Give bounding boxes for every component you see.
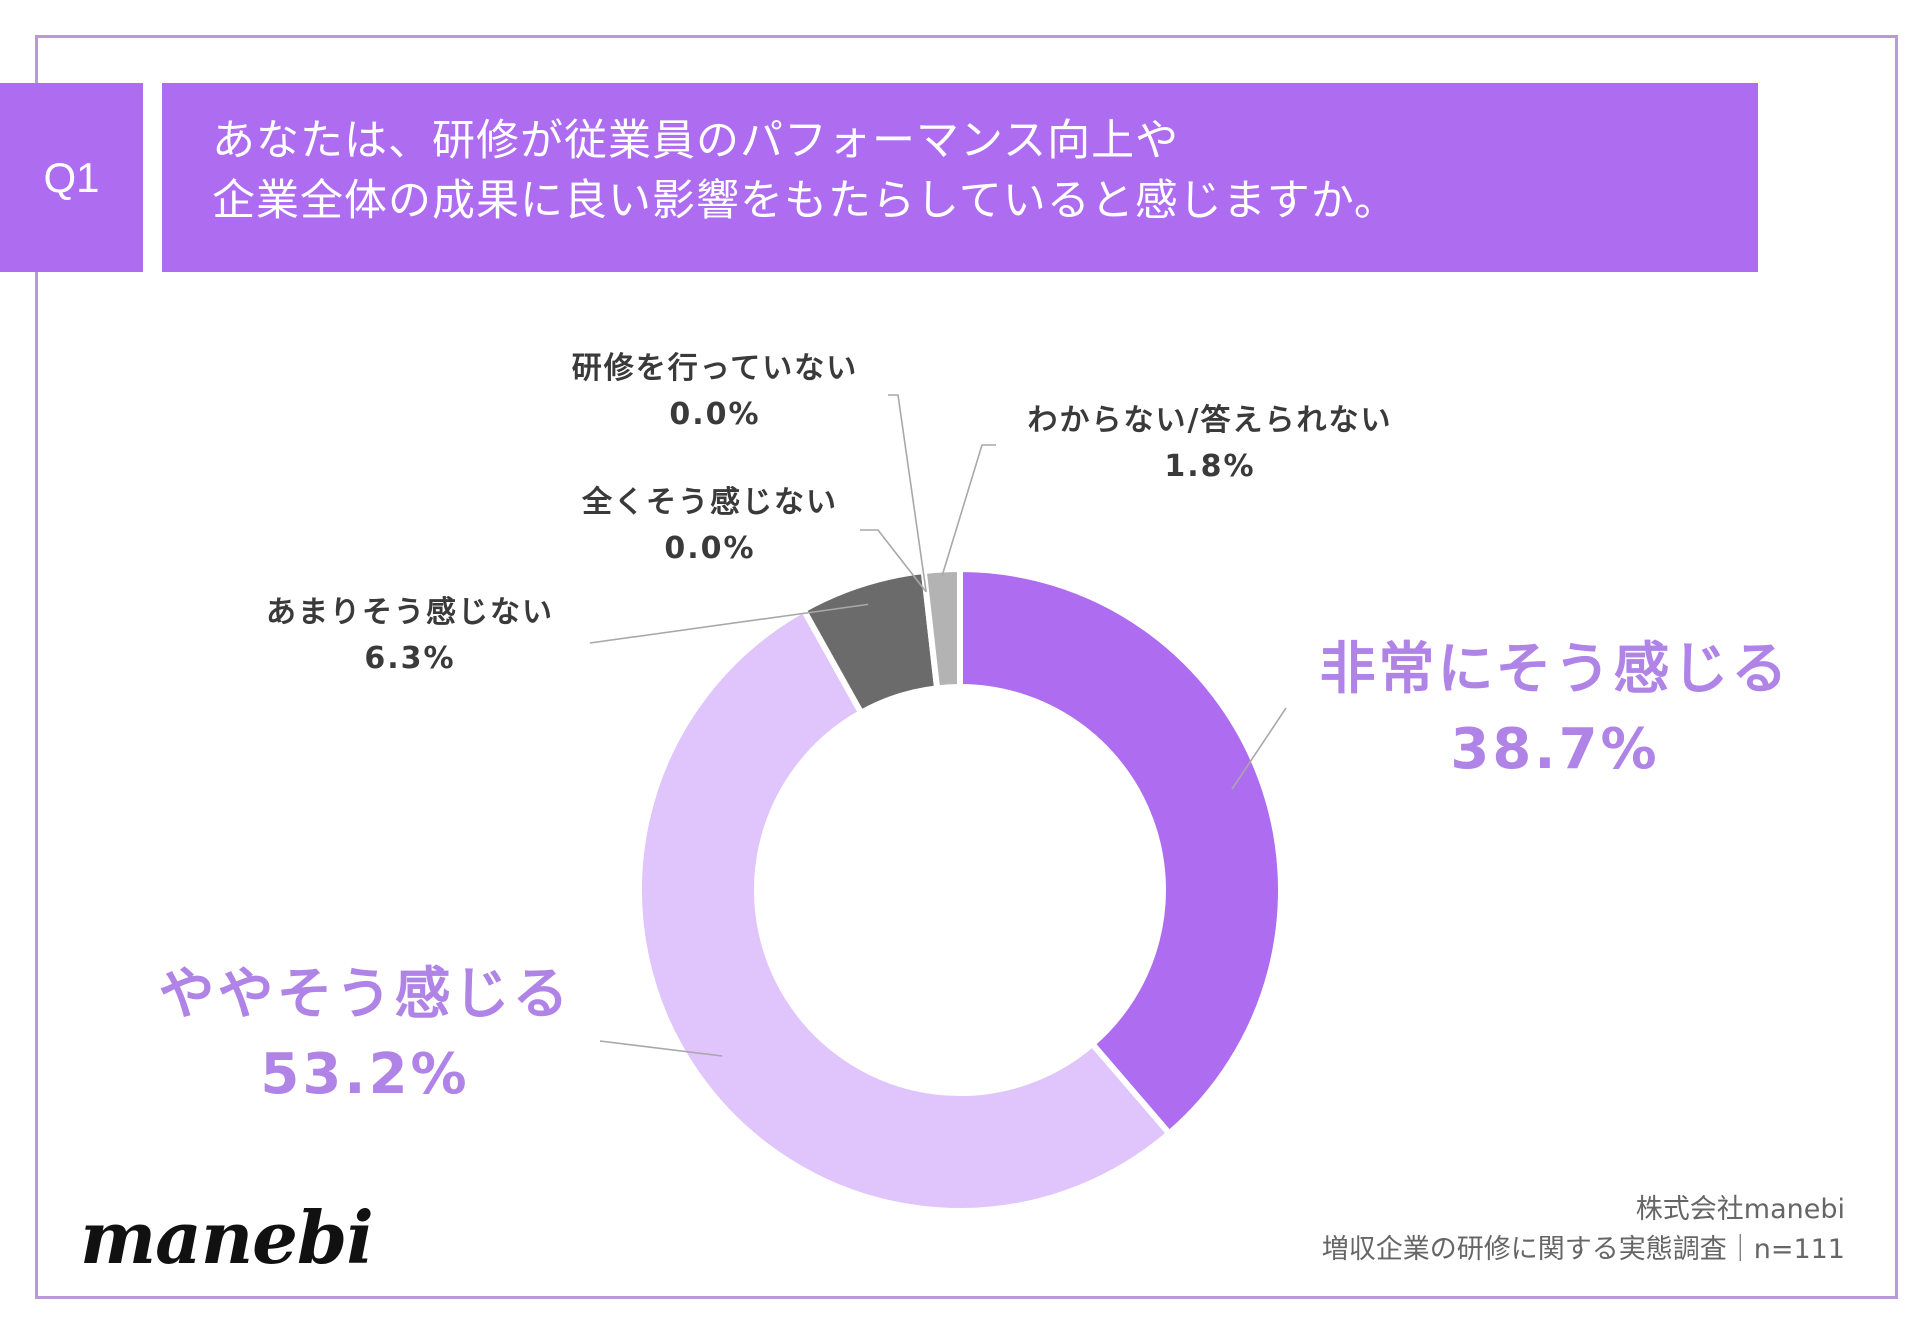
slide-frame	[35, 35, 1898, 1299]
label-no-training-value: 0.0%	[669, 397, 761, 432]
slice-dont-know	[920, 565, 963, 692]
question-number: Q1	[43, 153, 100, 201]
label-no-training-name: 研修を行っていない	[571, 351, 859, 386]
label-no-training: 研修を行っていない 0.0%	[545, 346, 885, 438]
label-very-much-name: 非常にそう感じる	[1319, 637, 1791, 702]
question-banner: あなたは、研修が従業員のパフォーマンス向上や 企業全体の成果に良い影響をもたらし…	[162, 83, 1758, 272]
leader-dont-know	[941, 444, 996, 576]
manebi-logo: manebi	[80, 1195, 374, 1280]
source-note: 株式会社manebi 増収企業の研修に関する実態調査｜n=111	[1322, 1190, 1845, 1270]
label-dont-know: わからない/答えられない 1.8%	[1000, 398, 1420, 490]
leader-not-much	[589, 603, 869, 644]
question-text-line-2: 企業全体の成果に良い影響をもたらしていると感じますか。	[212, 176, 1398, 226]
label-dont-know-name: わからない/答えられない	[1027, 403, 1393, 438]
label-somewhat-name: ややそう感じる	[158, 962, 572, 1027]
label-not-at-all-name: 全くそう感じない	[582, 485, 838, 520]
label-dont-know-value: 1.8%	[1164, 449, 1256, 484]
label-not-at-all-value: 0.0%	[664, 531, 756, 566]
label-not-at-all: 全くそう感じない 0.0%	[555, 480, 865, 572]
source-company: 株式会社manebi	[1635, 1194, 1845, 1225]
source-survey: 増収企業の研修に関する実態調査｜n=111	[1321, 1234, 1845, 1265]
label-not-much-value: 6.3%	[364, 641, 456, 676]
label-not-much-name: あまりそう感じない	[266, 595, 554, 630]
leader-somewhat	[599, 1040, 723, 1057]
slice-very-much	[957, 565, 1284, 1138]
question-number-badge: Q1	[0, 83, 143, 272]
leader-not-at-all	[860, 529, 927, 593]
label-very-much-value: 38.7%	[1450, 717, 1660, 782]
label-not-much: あまりそう感じない 6.3%	[240, 590, 580, 682]
label-very-much: 非常にそう感じる 38.7%	[1305, 630, 1805, 790]
label-somewhat-value: 53.2%	[260, 1042, 470, 1107]
slice-somewhat	[635, 605, 1174, 1214]
question-text-line-1: あなたは、研修が従業員のパフォーマンス向上や	[212, 116, 1180, 166]
label-somewhat: ややそう感じる 53.2%	[130, 955, 600, 1115]
leader-no-training	[888, 394, 927, 593]
leader-very-much	[1231, 707, 1287, 790]
